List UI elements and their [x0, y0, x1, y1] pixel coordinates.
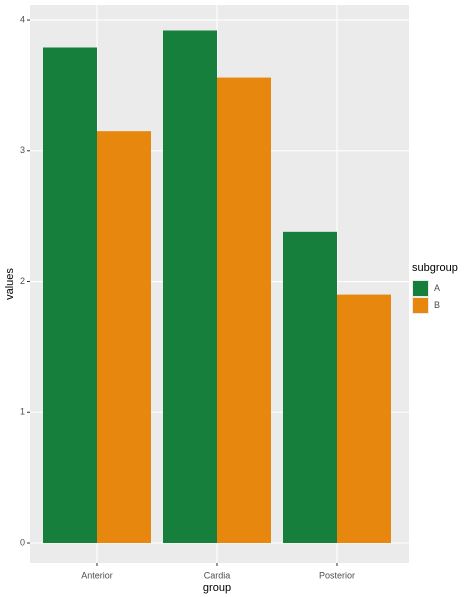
y-tick-label: 0: [20, 537, 25, 547]
x-tick-label: Posterior: [319, 570, 355, 580]
bar: [97, 131, 151, 543]
x-tick-label: Anterior: [81, 570, 113, 580]
y-tick-label: 2: [20, 276, 25, 286]
x-tick-label: Cardia: [204, 570, 231, 580]
x-axis-title: group: [203, 582, 231, 594]
bar: [283, 231, 337, 543]
y-tick-label: 1: [20, 407, 25, 417]
y-tick-label: 3: [20, 145, 25, 155]
legend-swatch: [413, 298, 428, 313]
y-tick-label: 4: [20, 14, 25, 24]
legend-swatch: [413, 281, 428, 296]
bar: [163, 30, 217, 543]
bar: [337, 294, 391, 543]
legend-label: B: [434, 300, 440, 310]
legend-title: subgroup: [412, 262, 458, 274]
bar: [43, 47, 97, 543]
y-axis-title: values: [4, 268, 16, 300]
bar: [217, 77, 271, 543]
legend-label: A: [434, 283, 440, 293]
